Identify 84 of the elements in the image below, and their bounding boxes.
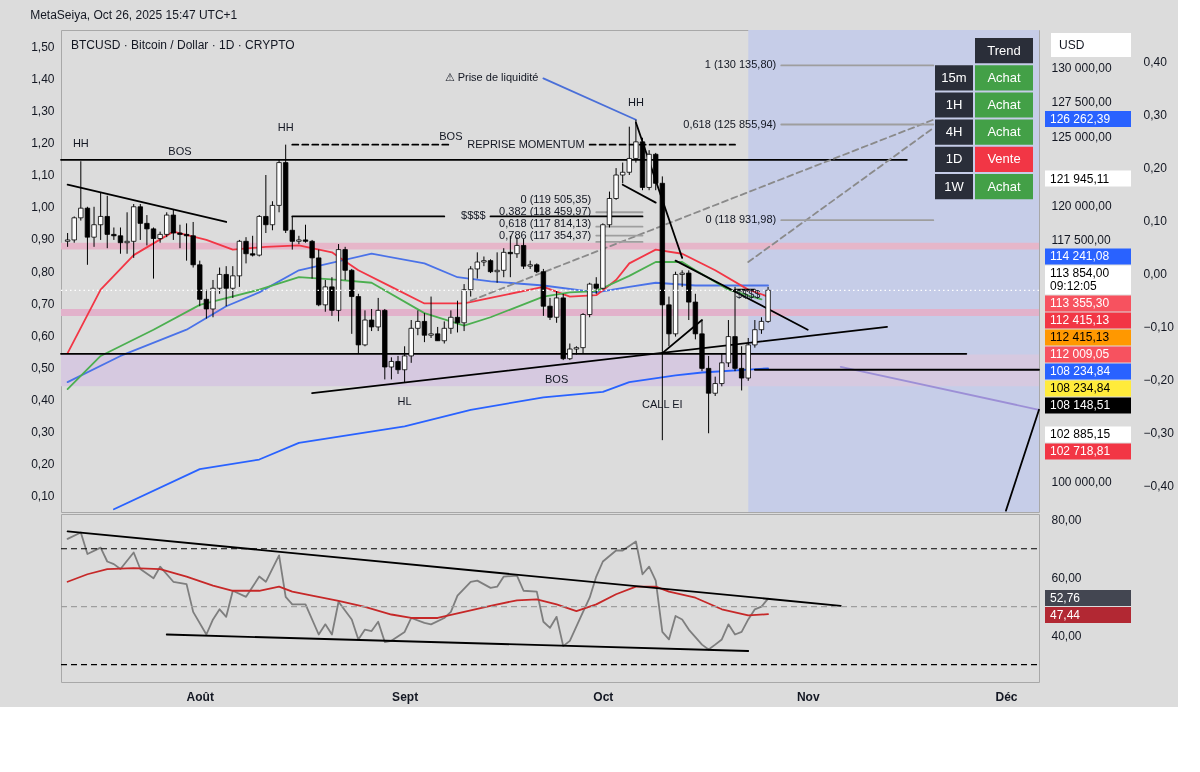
annotation: 0,786 (117 354,37) [499, 228, 592, 241]
y3-tick-label: −0,40 [1143, 479, 1175, 494]
annotation: HH [277, 120, 294, 133]
annotation: REPRISE MOMENTUM [467, 137, 585, 150]
y2-tick-label: 1,20 [31, 135, 55, 150]
category-label: 1H [945, 97, 963, 112]
x-tick-label: Nov [796, 689, 820, 704]
category-label: 1D [945, 151, 963, 167]
annotation: 0 (118 931,98) [705, 213, 777, 226]
y-tick-label: 125 000,00 [1051, 129, 1112, 144]
y-axis-title: USD [1059, 38, 1085, 52]
category-label: 1W [944, 178, 965, 194]
annotation: BOS [439, 129, 463, 142]
annotation: HL [397, 395, 412, 408]
y2-tick-label: 0,80 [31, 264, 55, 279]
data-label: 121 945,11 [1050, 171, 1110, 186]
category-label: 4H [945, 124, 963, 140]
text: BTCUSD · Bitcoin / Dollar · 1D · CRYPTO [71, 38, 295, 52]
y2-tick-label: 0,20 [31, 457, 55, 472]
annotation: ⚠ Prise de liquidité [444, 71, 539, 84]
data-label: 112 009,05 [1050, 347, 1110, 362]
y2-tick-label: 0,10 [31, 489, 55, 504]
annotation: 0,618 (125 855,94) [683, 117, 777, 130]
y2-tick-label: 1,50 [31, 39, 55, 54]
ref-line-label: 113 854,00 09:12:05 [1050, 266, 1110, 294]
annotation: 0,618 (117 814,13) [499, 216, 592, 229]
data-label: 112 415,13 [1050, 330, 1110, 345]
y3-tick-label: −0,20 [1143, 373, 1175, 388]
y2-tick-label: 0,50 [31, 360, 55, 375]
y-tick-label: 80,00 [1051, 513, 1082, 528]
data-label: 108 234,84 [1050, 381, 1111, 396]
annotation: HH [627, 95, 644, 108]
text: MetaSeiya, Oct 26, 2025 15:47 UTC+1 [30, 7, 238, 22]
annotation: 1 (130 135,80) [704, 58, 777, 71]
y-tick-label: 127 500,00 [1051, 95, 1112, 110]
data-label: 113 355,30 [1050, 296, 1110, 311]
y2-tick-label: 1,00 [31, 200, 55, 215]
text: Vente [987, 151, 1021, 167]
data-label: 102 885,15 [1050, 427, 1111, 442]
y-tick-label: 117 500,00 [1051, 233, 1111, 248]
data-label: 112 415,13 [1050, 313, 1110, 328]
data-label: 126 262,39 [1050, 111, 1111, 126]
y-tick-label: 100 000,00 [1051, 475, 1112, 490]
text: Achat [987, 124, 1021, 140]
data-label: 52,76 [1050, 590, 1081, 605]
x-tick-label: Déc [995, 689, 1018, 704]
annotation: BOS [544, 373, 569, 386]
y3-tick-label: 0,20 [1143, 161, 1168, 176]
y-tick-label: 120 000,00 [1051, 198, 1112, 213]
y2-tick-label: 0,40 [31, 393, 55, 408]
y3-tick-label: 0,10 [1143, 214, 1168, 229]
x-tick-label: Sept [392, 689, 419, 704]
text: Achat [987, 178, 1021, 194]
annotation: HH [72, 137, 89, 150]
text: Trend [987, 42, 1021, 58]
data-label: 108 234,84 [1050, 364, 1111, 379]
text: Achat [987, 69, 1021, 85]
data-label: 102 718,81 [1050, 444, 1111, 459]
y2-tick-label: 0,70 [31, 296, 55, 311]
y3-tick-label: −0,10 [1143, 320, 1175, 335]
y3-tick-label: −0,30 [1143, 426, 1175, 441]
annotation: 0 (119 505,35) [520, 192, 592, 205]
y-tick-label: 130 000,00 [1051, 60, 1112, 75]
y2-tick-label: 1,30 [31, 103, 55, 118]
category-label: 15m [941, 69, 967, 85]
y2-tick-label: 1,40 [31, 71, 55, 86]
y2-tick-label: 0,30 [31, 425, 55, 440]
annotation: 0,382 (118 459,97) [499, 204, 592, 217]
data-label: 114 241,08 [1050, 249, 1110, 264]
x-tick-label: Août [186, 689, 214, 704]
y2-tick-label: 0,90 [31, 232, 55, 247]
annotation: BOS [168, 144, 192, 157]
y3-tick-label: 0,00 [1143, 267, 1168, 282]
data-label: 108 148,51 [1050, 398, 1111, 413]
y3-tick-label: 0,30 [1143, 108, 1168, 123]
y3-tick-label: 0,40 [1143, 55, 1168, 70]
y2-tick-label: 1,10 [31, 168, 55, 183]
text: Achat [987, 97, 1021, 112]
annotation: $$$$ [461, 209, 486, 222]
y2-tick-label: 0,60 [31, 328, 55, 343]
data-label: 47,44 [1050, 607, 1081, 622]
y-tick-label: 60,00 [1051, 571, 1082, 586]
x-tick-label: Oct [593, 689, 614, 704]
y-tick-label: 40,00 [1051, 629, 1082, 644]
